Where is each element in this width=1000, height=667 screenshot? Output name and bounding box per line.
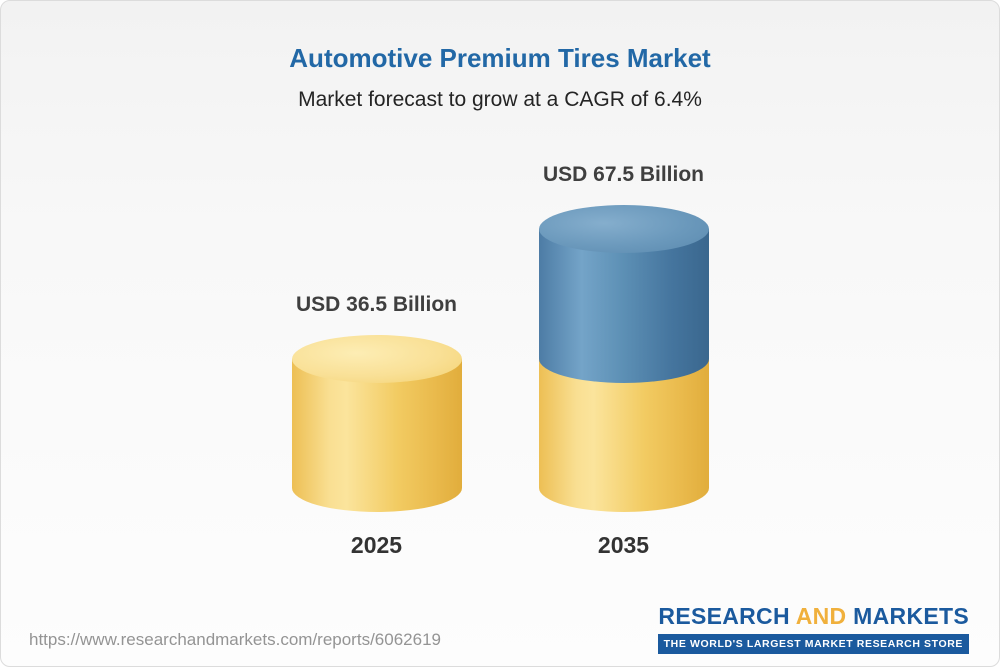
logo-wordmark: RESEARCH AND MARKETS bbox=[658, 603, 969, 630]
segment-base bbox=[538, 358, 709, 512]
logo-word-research: RESEARCH bbox=[658, 603, 790, 629]
page-title: Automotive Premium Tires Market bbox=[289, 43, 711, 73]
page-subtitle: Market forecast to grow at a CAGR of 6.4… bbox=[298, 88, 702, 111]
report-url-link[interactable]: https://www.researchandmarkets.com/repor… bbox=[29, 630, 441, 649]
value-label-2035: USD 67.5 Billion bbox=[542, 162, 705, 186]
year-label-2025: 2025 bbox=[350, 532, 403, 558]
cylinder-2035-top-ellipse bbox=[538, 204, 709, 253]
logo-word-markets: MARKETS bbox=[853, 603, 969, 629]
chart-area: USD 36.5 Billion 2025 USD 67.5 Billion 2… bbox=[1, 163, 999, 560]
cylinder-2035 bbox=[538, 204, 709, 512]
bar-group-2025: USD 36.5 Billion 2025 bbox=[272, 293, 482, 559]
cylinder-2025 bbox=[291, 334, 462, 512]
logo-tagline: THE WORLD'S LARGEST MARKET RESEARCH STOR… bbox=[657, 634, 969, 654]
cylinder-2025-top-ellipse bbox=[291, 334, 462, 383]
year-label-2035: 2035 bbox=[597, 532, 650, 558]
segment-growth bbox=[538, 228, 709, 383]
logo-word-and: AND bbox=[795, 603, 847, 629]
research-and-markets-logo: RESEARCH AND MARKETS THE WORLD'S LARGEST… bbox=[657, 603, 969, 654]
cylinder-2025-body bbox=[291, 358, 462, 512]
bar-group-2035: USD 67.5 Billion 2035 bbox=[519, 163, 729, 560]
value-label-2025: USD 36.5 Billion bbox=[295, 292, 458, 316]
